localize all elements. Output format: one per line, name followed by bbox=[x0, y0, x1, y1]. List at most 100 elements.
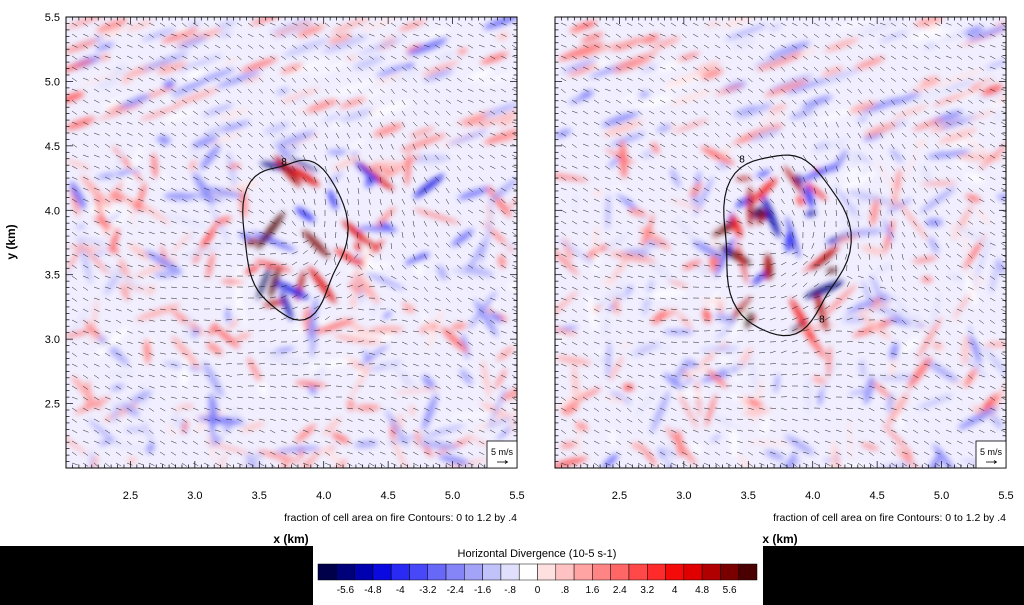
wind-vector bbox=[703, 286, 710, 289]
wind-vector bbox=[456, 297, 462, 303]
divergence-streak bbox=[785, 78, 827, 95]
wind-vector bbox=[912, 418, 919, 423]
wind-vector bbox=[247, 462, 254, 467]
wind-vector bbox=[912, 451, 919, 455]
wind-vector bbox=[725, 110, 732, 115]
divergence-streak bbox=[333, 458, 347, 468]
divergence-streak bbox=[617, 193, 639, 212]
wind-vector bbox=[791, 88, 797, 94]
wind-vector bbox=[159, 165, 166, 170]
wind-vector bbox=[236, 242, 243, 246]
divergence-streak bbox=[700, 146, 735, 165]
divergence-streak bbox=[91, 455, 98, 468]
wind-vector bbox=[126, 220, 133, 225]
wind-vector bbox=[868, 253, 871, 260]
wind-vector bbox=[758, 253, 766, 255]
wind-vector bbox=[291, 396, 298, 400]
wind-vector bbox=[71, 165, 78, 170]
wind-vector bbox=[181, 187, 188, 192]
divergence-streak bbox=[163, 80, 175, 89]
wind-vector bbox=[637, 264, 644, 268]
wind-vector bbox=[560, 308, 567, 313]
wind-vector bbox=[335, 66, 340, 73]
wind-vector bbox=[989, 407, 996, 411]
wind-vector bbox=[390, 429, 396, 434]
wind-vector bbox=[846, 440, 853, 444]
wind-vector bbox=[637, 55, 644, 59]
wind-vector bbox=[560, 264, 567, 268]
wind-vector bbox=[456, 187, 461, 193]
wind-vector bbox=[923, 66, 930, 70]
wind-vector bbox=[269, 418, 276, 421]
divergence-streak bbox=[332, 155, 360, 171]
wind-vector bbox=[346, 294, 353, 299]
wind-vector bbox=[214, 220, 221, 224]
wind-vector bbox=[126, 396, 133, 401]
wind-vector bbox=[835, 407, 842, 410]
wind-vector bbox=[857, 187, 860, 194]
wind-vector bbox=[791, 220, 795, 227]
wind-vector bbox=[489, 55, 496, 60]
wind-vector bbox=[846, 281, 850, 288]
divergence-streak bbox=[784, 231, 793, 253]
wind-vector bbox=[714, 154, 720, 160]
wind-vector bbox=[511, 308, 517, 312]
divergence-streak bbox=[177, 54, 224, 72]
divergence-streak bbox=[308, 60, 351, 77]
wind-vector bbox=[302, 209, 306, 216]
wind-vector bbox=[648, 77, 655, 82]
colorbar-swatch bbox=[647, 563, 666, 581]
left-ylabel: y (km) bbox=[4, 224, 18, 259]
colorbar-tick-label: -4 bbox=[396, 585, 405, 596]
wind-vector bbox=[593, 407, 600, 412]
wind-vector bbox=[379, 66, 385, 72]
wind-vector bbox=[879, 374, 886, 377]
wind-vector bbox=[170, 220, 177, 224]
wind-vector bbox=[714, 22, 721, 26]
divergence-streak bbox=[890, 92, 922, 105]
wind-vector bbox=[714, 231, 721, 235]
divergence-streak bbox=[305, 98, 339, 113]
divergence-streak bbox=[604, 395, 627, 403]
wind-vector bbox=[291, 176, 296, 183]
wind-vector bbox=[725, 307, 732, 310]
wind-vector bbox=[368, 33, 375, 37]
wind-vector bbox=[104, 165, 111, 170]
divergence-streak bbox=[855, 302, 904, 316]
wind-vector bbox=[703, 22, 710, 26]
divergence-streak bbox=[423, 445, 433, 457]
wind-vector bbox=[989, 154, 996, 159]
divergence-streak bbox=[208, 322, 218, 336]
wind-vector bbox=[747, 440, 754, 444]
wind-vector bbox=[93, 396, 100, 401]
wind-vector bbox=[434, 110, 440, 116]
divergence-streak bbox=[606, 193, 611, 230]
wind-vector bbox=[115, 121, 122, 125]
wind-vector bbox=[401, 165, 406, 172]
wind-vector bbox=[758, 110, 763, 116]
wind-vector bbox=[956, 220, 962, 226]
wind-vector bbox=[412, 451, 419, 456]
wind-vector bbox=[604, 209, 611, 213]
divergence-streak bbox=[640, 64, 659, 73]
wind-vector bbox=[401, 99, 406, 106]
wind-vector bbox=[626, 275, 633, 278]
wind-vector bbox=[934, 132, 940, 138]
wind-vector bbox=[945, 264, 951, 270]
wind-vector bbox=[302, 33, 308, 39]
wind-vector bbox=[769, 132, 774, 138]
wind-vector bbox=[390, 165, 394, 172]
divergence-streak bbox=[217, 430, 228, 437]
wind-vector bbox=[637, 187, 644, 192]
wind-vector bbox=[989, 44, 996, 48]
wind-vector bbox=[467, 429, 474, 433]
divergence-streak bbox=[692, 240, 725, 260]
wind-vector bbox=[104, 352, 111, 357]
wind-vector bbox=[560, 319, 567, 323]
wind-vector bbox=[489, 132, 496, 136]
wind-vector bbox=[333, 259, 337, 266]
wind-vector bbox=[148, 220, 155, 224]
wind-vector bbox=[280, 22, 287, 27]
divergence-streak bbox=[459, 368, 473, 385]
wind-vector bbox=[670, 374, 677, 377]
